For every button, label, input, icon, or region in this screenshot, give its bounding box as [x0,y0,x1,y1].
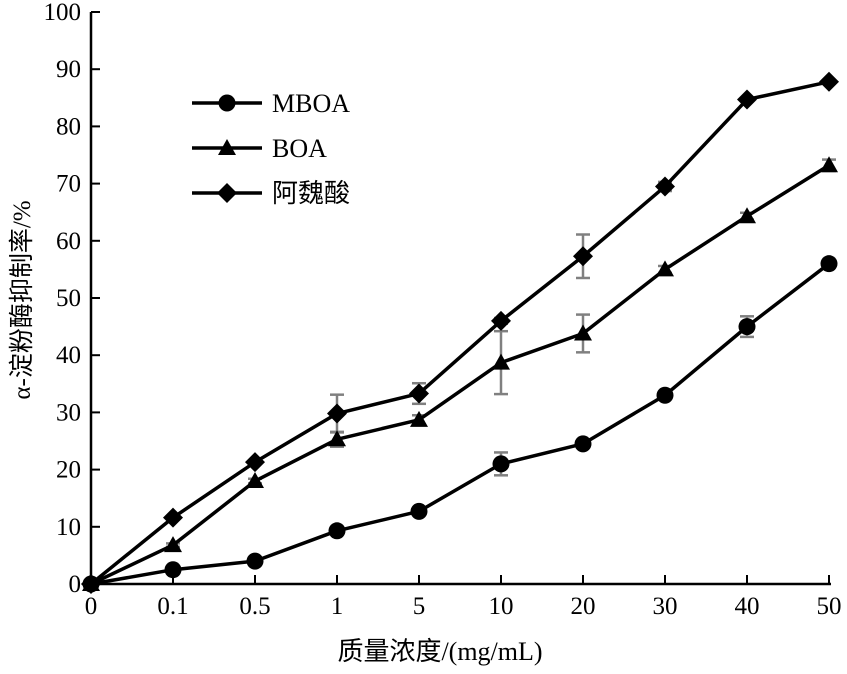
data-point-triangle [656,260,674,277]
y-tick-label: 80 [56,113,81,140]
x-tick-label: 0.1 [157,593,188,620]
data-point-circle [820,255,838,273]
legend-marker-circle [218,94,236,112]
legend-marker-triangle [218,139,236,155]
series-line [89,80,830,586]
data-point-triangle [410,410,428,427]
y-tick-label: 100 [44,0,82,26]
x-tick-label: 5 [413,593,426,620]
series-line [90,163,830,586]
y-tick-label: 50 [56,285,81,312]
series-lines [89,80,831,586]
y-tick-label: 30 [56,399,81,426]
y-tick-label: 20 [56,457,81,484]
data-point-diamond [491,310,511,331]
data-point-diamond [737,89,757,110]
y-tick-label: 60 [56,228,81,255]
y-ticks: 0 10 20 30 40 50 60 70 80 90 100 [44,0,100,598]
data-point-diamond [245,452,265,473]
data-point-diamond [573,246,593,267]
x-tick-label: 0 [85,593,98,620]
legend: MBOA BOA 阿魏酸 [192,89,350,208]
data-point-diamond [409,383,429,404]
legend-marker-diamond [217,183,237,203]
data-point-triangle [574,324,592,341]
x-tick-label: 50 [817,593,842,620]
data-point-triangle [492,353,510,370]
data-point-circle [492,455,510,473]
data-point-diamond [81,574,101,594]
data-point-triangle [738,207,756,224]
data-point-diamond [327,403,347,424]
y-axis-label: α-淀粉酶抑制率/% [8,200,36,399]
data-point-circle [656,386,674,404]
x-tick-label: 20 [571,593,596,620]
data-point-triangle [246,472,264,489]
data-point-diamond [163,507,183,528]
legend-label: MBOA [272,89,350,118]
y-tick-label: 70 [56,171,81,198]
data-point-triangle [328,430,346,447]
data-point-circle [410,502,428,520]
data-point-circle [164,561,182,579]
y-tick-label: 40 [56,342,81,369]
data-point-circle [328,522,346,540]
data-point-diamond [655,176,675,197]
data-point-circle [246,552,264,570]
x-tick-label: 40 [735,593,760,620]
data-point-circle [574,435,592,453]
x-tick-label: 1 [331,593,344,620]
y-tick-label: 90 [56,56,81,83]
series-line [90,262,831,586]
x-tick-label: 30 [653,593,678,620]
data-point-diamond [819,71,839,92]
y-tick-label: 0 [69,571,82,598]
x-ticks: 0 0.1 0.5 1 5 10 20 30 40 50 [85,575,842,620]
x-tick-label: 10 [489,593,514,620]
legend-label: 阿魏酸 [272,179,350,208]
series-markers [81,71,839,594]
legend-label: BOA [272,134,327,163]
x-axis-label: 质量浓度/(mg/mL) [337,637,542,666]
x-tick-label: 0.5 [239,593,270,620]
data-point-triangle [164,536,182,553]
data-point-triangle [820,156,838,173]
data-point-circle [738,318,756,336]
y-tick-label: 10 [56,514,81,541]
